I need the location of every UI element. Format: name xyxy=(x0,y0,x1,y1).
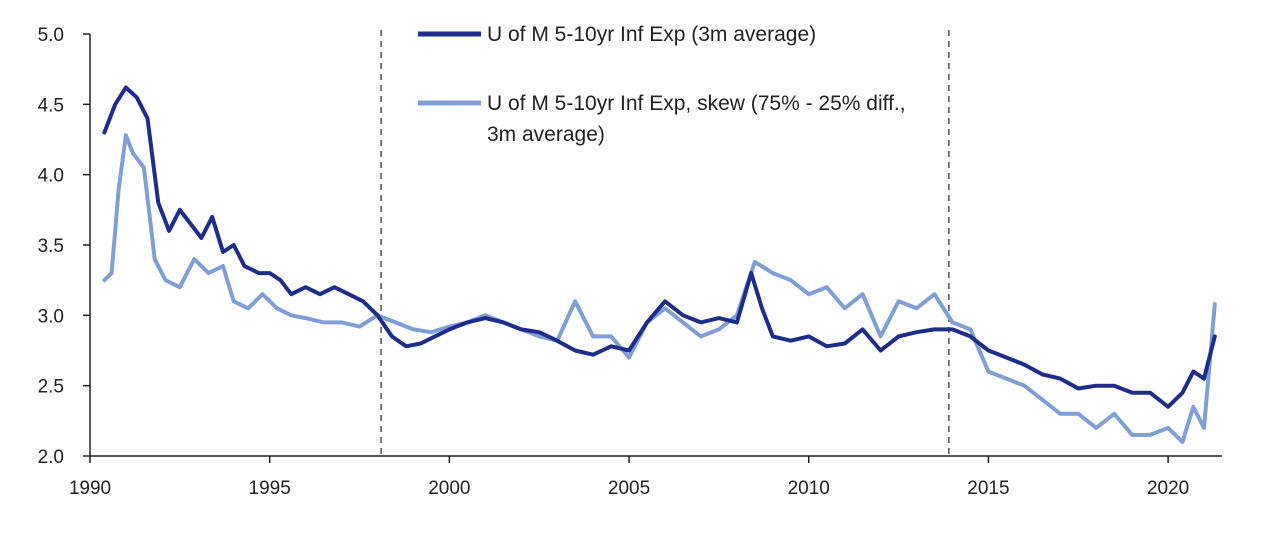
series-line-inflation-expectations xyxy=(102,85,1217,409)
y-axis: 2.0 2.5 3.0 3.5 4.0 4.5 5.0 xyxy=(38,25,91,468)
x-tick-label: 2005 xyxy=(608,478,650,499)
y-tick-label: 2.5 xyxy=(38,377,64,398)
legend: U of M 5-10yr Inf Exp (3m average) U of … xyxy=(418,23,906,146)
x-axis: 1990 1995 2000 2005 2010 2015 2020 xyxy=(69,455,1222,499)
series-group xyxy=(102,85,1217,444)
y-tick-label: 5.0 xyxy=(38,25,64,46)
x-tick-label: 2010 xyxy=(788,478,830,499)
legend-label-skew-line1: U of M 5-10yr Inf Exp, skew (75% - 25% d… xyxy=(487,92,906,115)
y-tick-label: 2.0 xyxy=(38,447,64,468)
x-tick-label: 2020 xyxy=(1147,478,1189,499)
y-tick-label: 3.5 xyxy=(38,236,64,257)
x-tick-label: 1990 xyxy=(69,478,111,499)
legend-label-inflation-expectations: U of M 5-10yr Inf Exp (3m average) xyxy=(487,23,816,46)
x-tick-label: 1995 xyxy=(249,478,291,499)
y-tick-label: 3.0 xyxy=(38,306,64,327)
legend-label-skew-line2: 3m average) xyxy=(487,123,605,146)
y-tick-label: 4.5 xyxy=(38,95,64,116)
x-tick-label: 2000 xyxy=(428,478,470,499)
series-line-skew xyxy=(102,133,1217,444)
x-tick-label: 2015 xyxy=(967,478,1009,499)
x-tick-group: 1990 1995 2000 2005 2010 2015 2020 xyxy=(69,456,1189,499)
y-tick-label: 4.0 xyxy=(38,166,64,187)
vertical-marker-group xyxy=(380,30,950,456)
y-tick-group: 2.0 2.5 3.0 3.5 4.0 4.5 5.0 xyxy=(38,25,90,468)
